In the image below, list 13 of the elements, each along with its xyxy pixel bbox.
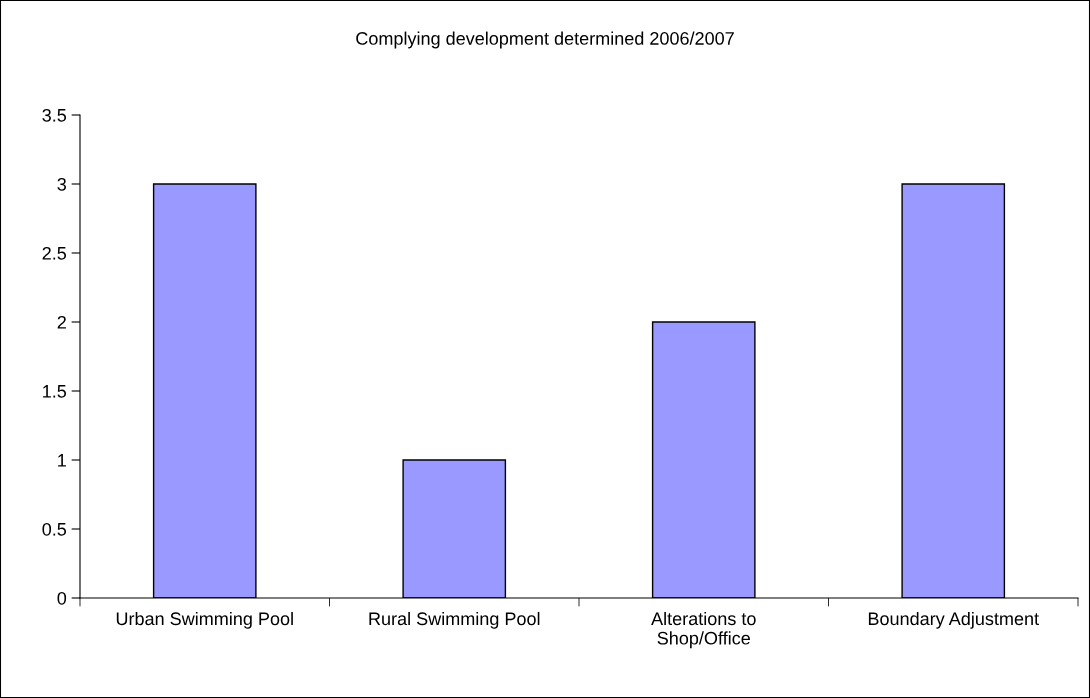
x-tick-label: Alterations to Shop/Office <box>651 611 756 649</box>
y-tick-label: 3.5 <box>42 108 67 122</box>
chart-title: Complying development determined 2006/2007 <box>356 31 734 49</box>
x-tick-label: Rural Swimming Pool <box>369 611 540 629</box>
y-tick-label: 2 <box>57 315 66 329</box>
y-tick-label: 0 <box>57 591 67 605</box>
y-tick-label: 2.5 <box>42 246 67 260</box>
y-tick-label: 1.5 <box>43 385 67 398</box>
y-tick-label: 3 <box>57 177 67 191</box>
y-tick-label: 1 <box>58 454 66 467</box>
x-tick-label: Urban Swimming Pool <box>116 611 293 629</box>
x-tick-label: Boundary Adjustment <box>868 611 1039 629</box>
y-tick-label: 0.5 <box>42 522 67 536</box>
